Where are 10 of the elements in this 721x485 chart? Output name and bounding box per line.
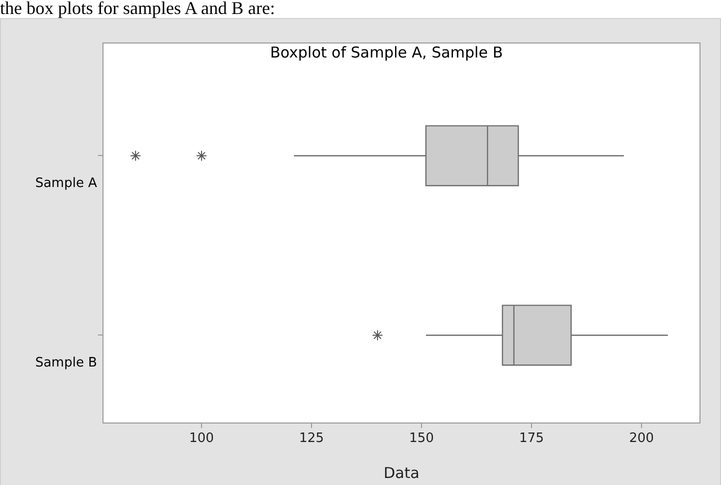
text: the box plots for samples A and B are: [0, 0, 275, 18]
x-tick-label: 150 [409, 431, 434, 446]
x-tick-label: 200 [629, 431, 654, 446]
x-tick-label: 125 [299, 431, 324, 446]
y-tick-label: Sample A [35, 176, 98, 192]
y-tick-label: Sample B [35, 356, 97, 371]
x-tick-label: 175 [519, 431, 544, 446]
chart-title: Boxplot of Sample A, Sample B [270, 43, 503, 62]
x-tick-label: 100 [189, 431, 214, 446]
x-axis-title: Data [384, 464, 420, 482]
